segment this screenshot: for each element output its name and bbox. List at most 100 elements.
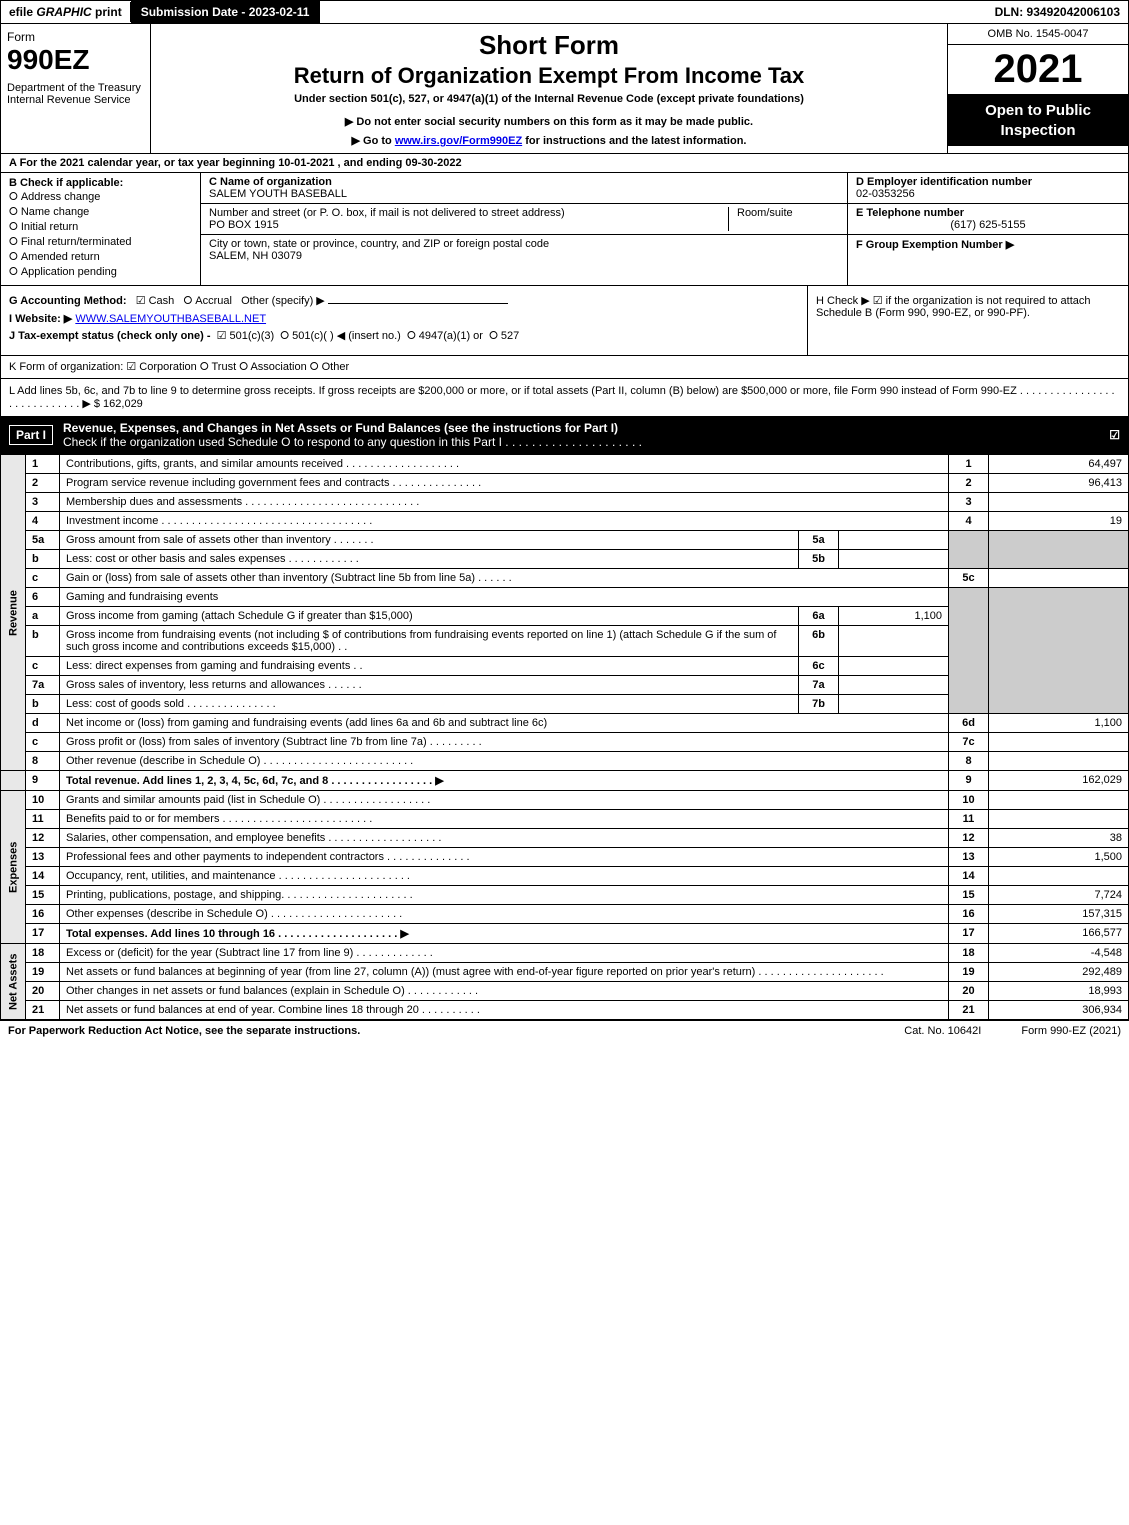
department: Department of the Treasury Internal Reve…	[7, 82, 144, 106]
chk-address-change[interactable]: Address change	[9, 191, 192, 204]
street-block: Number and street (or P. O. box, if mail…	[201, 204, 847, 235]
line-num: 16	[26, 905, 60, 924]
footer: For Paperwork Reduction Act Notice, see …	[0, 1020, 1129, 1041]
row-a: A For the 2021 calendar year, or tax yea…	[0, 154, 1129, 173]
line-rval	[989, 791, 1129, 810]
line-rval: 166,577	[989, 924, 1129, 944]
revenue-tab-end	[1, 771, 26, 791]
line-num: 7a	[26, 676, 60, 695]
dln: DLN: 93492042006103	[987, 2, 1128, 22]
line-rval: 96,413	[989, 474, 1129, 493]
row-k: K Form of organization: ☑ Corporation ⭘ …	[0, 356, 1129, 379]
sub-val	[839, 657, 949, 676]
chk-application-pending[interactable]: Application pending	[9, 266, 192, 279]
chk-amended-return[interactable]: Amended return	[9, 251, 192, 264]
row-l: L Add lines 5b, 6c, and 7b to line 9 to …	[0, 379, 1129, 417]
line-desc: Gross profit or (loss) from sales of inv…	[60, 733, 949, 752]
line-rnum: 13	[949, 848, 989, 867]
part-1-checkbox[interactable]: ☑	[1109, 428, 1120, 442]
j-4947[interactable]: 4947(a)(1) or	[407, 330, 483, 342]
part-1-title-text: Revenue, Expenses, and Changes in Net As…	[63, 421, 618, 435]
line-num: 10	[26, 791, 60, 810]
j-label: J Tax-exempt status (check only one) -	[9, 330, 211, 342]
line-desc: Professional fees and other payments to …	[60, 848, 949, 867]
line-desc: Printing, publications, postage, and shi…	[60, 886, 949, 905]
footer-notice: For Paperwork Reduction Act Notice, see …	[8, 1025, 864, 1037]
sub3-suffix: for instructions and the latest informat…	[522, 135, 746, 147]
grey-cell	[949, 531, 989, 569]
chk-name-change[interactable]: Name change	[9, 206, 192, 219]
sub-val	[839, 676, 949, 695]
sub3-prefix: ▶ Go to	[352, 135, 395, 147]
line-17-desc: Total expenses. Add lines 10 through 16 …	[66, 928, 409, 940]
line-num: 21	[26, 1001, 60, 1020]
j-501c3[interactable]: 501(c)(3)	[217, 330, 275, 342]
line-rval: 292,489	[989, 963, 1129, 982]
line-rval	[989, 867, 1129, 886]
line-num: 4	[26, 512, 60, 531]
line-desc: Excess or (deficit) for the year (Subtra…	[60, 944, 949, 963]
line-rnum: 8	[949, 752, 989, 771]
line-rnum: 14	[949, 867, 989, 886]
efile-print[interactable]: print	[95, 5, 122, 19]
telephone: (617) 625-5155	[856, 219, 1120, 231]
g-accrual[interactable]: Accrual	[183, 295, 232, 307]
section-g-i-j: G Accounting Method: Cash Accrual Other …	[1, 286, 808, 355]
form-header: Form 990EZ Department of the Treasury In…	[0, 24, 1129, 154]
line-rnum: 2	[949, 474, 989, 493]
city: SALEM, NH 03079	[209, 250, 302, 262]
line-num: 1	[26, 455, 60, 474]
line-num: 6	[26, 588, 60, 607]
line-desc: Gross income from fundraising events (no…	[60, 626, 799, 657]
short-form-title: Short Form	[161, 30, 937, 61]
line-rval: 157,315	[989, 905, 1129, 924]
line-rnum: 1	[949, 455, 989, 474]
line-desc: Membership dues and assessments . . . . …	[60, 493, 949, 512]
line-desc: Less: cost or other basis and sales expe…	[60, 550, 799, 569]
g-other-input[interactable]	[328, 303, 508, 304]
j-527[interactable]: 527	[489, 330, 519, 342]
part-1-num: Part I	[9, 425, 53, 445]
chk-final-return[interactable]: Final return/terminated	[9, 236, 192, 249]
c-label: C Name of organization	[209, 176, 332, 188]
subtitle-2: ▶ Do not enter social security numbers o…	[161, 115, 937, 128]
line-desc: Net assets or fund balances at beginning…	[60, 963, 949, 982]
sub-val	[839, 550, 949, 569]
e-label: E Telephone number	[856, 207, 964, 219]
line-num: 3	[26, 493, 60, 512]
line-num: 11	[26, 810, 60, 829]
line-num: 5a	[26, 531, 60, 550]
revenue-tab: Revenue	[1, 455, 26, 771]
grey-cell	[989, 531, 1129, 569]
sub-num: 6b	[799, 626, 839, 657]
irs-link[interactable]: www.irs.gov/Form990EZ	[395, 135, 522, 147]
line-desc: Investment income . . . . . . . . . . . …	[60, 512, 949, 531]
line-rnum: 9	[949, 771, 989, 791]
line-desc: Occupancy, rent, utilities, and maintena…	[60, 867, 949, 886]
lines-table: Revenue 1 Contributions, gifts, grants, …	[0, 454, 1129, 1020]
line-num: 15	[26, 886, 60, 905]
line-num: 18	[26, 944, 60, 963]
efile-graphic: GRAPHIC	[36, 5, 91, 19]
grey-cell	[989, 588, 1129, 714]
street-label: Number and street (or P. O. box, if mail…	[209, 207, 565, 219]
line-rval	[989, 810, 1129, 829]
section-b: B Check if applicable: Address change Na…	[1, 173, 201, 285]
chk-initial-return[interactable]: Initial return	[9, 221, 192, 234]
line-rval: 18,993	[989, 982, 1129, 1001]
submission-date: Submission Date - 2023-02-11	[131, 1, 321, 23]
line-rval: 7,724	[989, 886, 1129, 905]
subtitle-3: ▶ Go to www.irs.gov/Form990EZ for instru…	[161, 134, 937, 147]
netassets-tab: Net Assets	[1, 944, 26, 1020]
meta-block: B Check if applicable: Address change Na…	[0, 173, 1129, 286]
j-501c[interactable]: 501(c)( ) ◀ (insert no.)	[280, 330, 401, 342]
org-name: SALEM YOUTH BASEBALL	[209, 188, 347, 200]
d-label: D Employer identification number	[856, 176, 1032, 188]
line-rval	[989, 493, 1129, 512]
website-link[interactable]: WWW.SALEMYOUTHBASEBALL.NET	[75, 313, 266, 325]
line-rnum: 18	[949, 944, 989, 963]
line-num: c	[26, 657, 60, 676]
section-c: C Name of organization SALEM YOUTH BASEB…	[201, 173, 848, 285]
g-cash[interactable]: Cash	[136, 295, 175, 307]
line-rval	[989, 752, 1129, 771]
